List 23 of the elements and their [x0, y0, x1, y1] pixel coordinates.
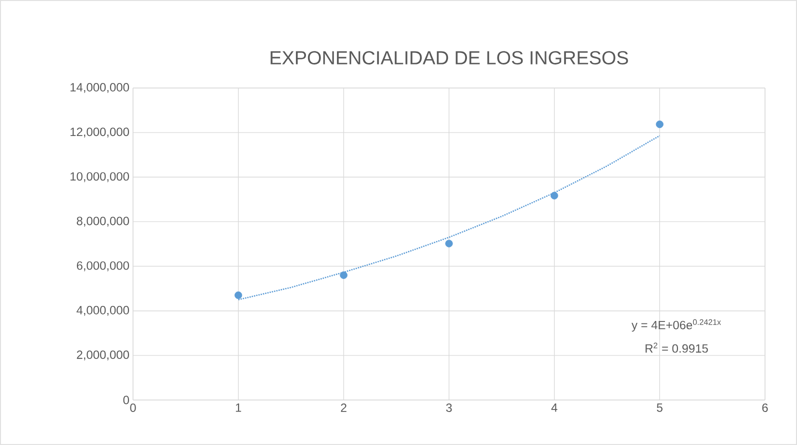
y-tick-label: 0	[123, 396, 130, 404]
point	[340, 271, 348, 279]
y-tick-label: 12,000,000	[70, 128, 130, 138]
y-tick-label: 2,000,000	[76, 350, 130, 360]
annotation: y = 4E+06e$^{0.2421x}$	[632, 319, 721, 332]
y-tick-label: 6,000,000	[76, 261, 130, 272]
y-tick-label: 4,000,000	[76, 306, 130, 316]
annotation: R$^{2}$ = 0.9915	[646, 342, 708, 353]
x-tick-label: 6	[762, 404, 768, 412]
x-tick-label: 5	[656, 404, 662, 412]
y-tick-label: 14,000,000	[70, 83, 130, 93]
y-tick-label: 10,000,000	[70, 172, 130, 182]
x-tick-label: 1	[236, 404, 242, 412]
y-tick-label: 8,000,000	[76, 216, 130, 227]
x-tick-label: 0	[130, 404, 136, 412]
x-tick-label: 3	[446, 404, 452, 412]
point	[550, 192, 558, 200]
point	[656, 120, 664, 128]
chart-title: EXPONENCIALIDAD DE LOS INGRESOS	[270, 51, 628, 64]
point	[445, 240, 453, 248]
x-tick-label: 2	[340, 404, 346, 412]
x-tick-label: 4	[551, 404, 558, 412]
point	[234, 291, 242, 300]
